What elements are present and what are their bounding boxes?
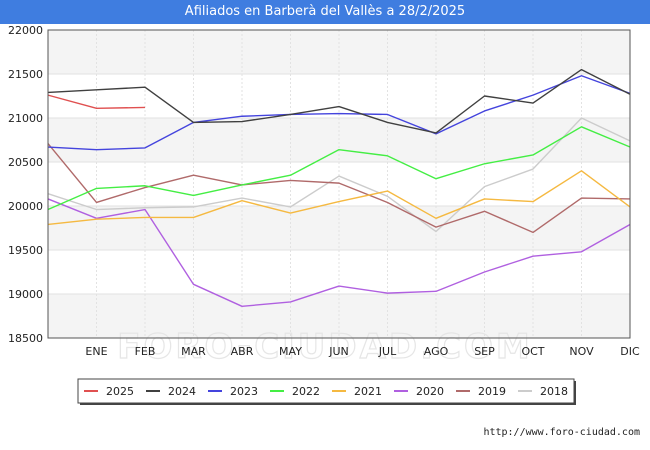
y-tick-label: 18500: [8, 332, 43, 345]
source-url[interactable]: http://www.foro-ciudad.com: [483, 427, 640, 438]
y-tick-label: 20000: [8, 200, 43, 213]
y-tick-label: 19000: [8, 288, 43, 301]
legend-box: [77, 378, 575, 404]
y-tick-label: 21500: [8, 68, 43, 81]
series-line-2018: [47, 117, 631, 233]
x-tick-label: ENE: [85, 345, 107, 358]
series-line-2019: [47, 143, 631, 234]
series-line-2024: [47, 68, 631, 134]
x-tick-label: JUL: [378, 345, 397, 358]
legend: 2025 2024 2023 2022 2021 2020 2019 2018: [77, 378, 576, 405]
chart-title: Afiliados en Barberà del Vallès a 28/2/2…: [0, 0, 650, 24]
x-tick-label: OCT: [521, 345, 544, 358]
y-tick-label: 19500: [8, 244, 43, 257]
x-tick-label: MAY: [279, 345, 302, 358]
watermark-text: FORO-CIUDAD.COM: [117, 327, 533, 367]
legend-label-2019: 2019: [478, 385, 506, 398]
y-axis-ticks: 18500 19000 19500 20000 20500 21000 21500 22000: [8, 24, 43, 345]
legend-label-2020: 2020: [416, 385, 444, 398]
legend-label-2022: 2022: [292, 385, 320, 398]
y-tick-label: 22000: [8, 24, 43, 37]
legend-label-2025: 2025: [106, 385, 134, 398]
x-tick-label: NOV: [569, 345, 594, 358]
x-tick-label: FEB: [135, 345, 156, 358]
series-line-2022: [47, 126, 631, 211]
x-tick-label: AGO: [424, 345, 449, 358]
legend-label-2018: 2018: [540, 385, 568, 398]
x-tick-label: MAR: [181, 345, 206, 358]
x-tick-label: SEP: [474, 345, 495, 358]
series-line-2023: [47, 75, 631, 151]
x-tick-label: DIC: [620, 345, 640, 358]
x-axis-ticks: ENE FEB MAR ABR MAY JUN JUL AGO SEP OCT NOV DIC: [85, 345, 640, 358]
series-line-2025: [47, 94, 146, 110]
series-line-2021: [47, 170, 631, 226]
legend-label-2023: 2023: [230, 385, 258, 398]
x-tick-label: ABR: [231, 345, 254, 358]
plot-frame: [47, 29, 631, 339]
legend-label-2021: 2021: [354, 385, 382, 398]
series-line-2020: [47, 198, 631, 308]
x-tick-label: JUN: [328, 345, 349, 358]
y-tick-label: 20500: [8, 156, 43, 169]
series-lines: [47, 68, 631, 308]
y-tick-label: 21000: [8, 112, 43, 125]
legend-label-2024: 2024: [168, 385, 196, 398]
